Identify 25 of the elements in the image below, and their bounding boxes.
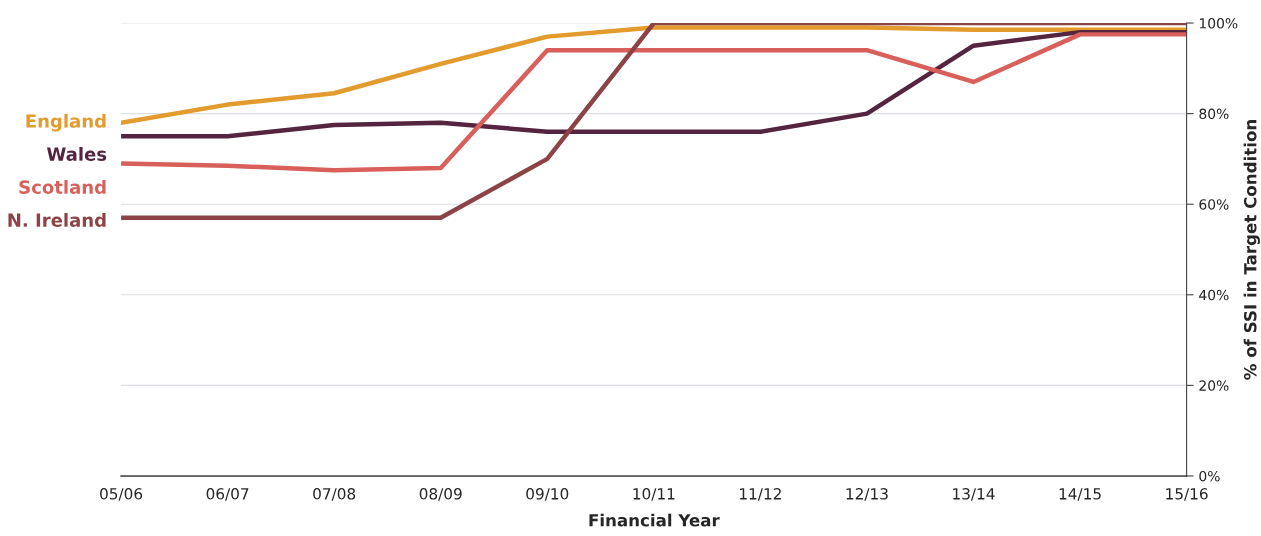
- series-label: Wales: [46, 146, 107, 161]
- y2-tick-label: 100%: [1199, 18, 1238, 29]
- line-series: [121, 32, 1187, 173]
- y2-tick-label: 80%: [1199, 108, 1229, 120]
- x-tick-label: 08/09: [419, 488, 462, 501]
- x-tick-label: 15/16: [1166, 488, 1208, 501]
- y2-tick-label: 0%: [1199, 470, 1220, 482]
- x-axis-title: Financial Year: [589, 513, 720, 527]
- x-tick-label: 12/13: [846, 488, 888, 501]
- y2-tick-label: 40%: [1199, 289, 1229, 301]
- line-series: [121, 25, 1187, 125]
- x-tick-label: 10/11: [633, 488, 675, 501]
- series-label: Scotland: [19, 179, 106, 194]
- series-label: England: [26, 113, 106, 132]
- x-tick-label: 05/06: [100, 488, 143, 501]
- x-tick-label: 06/07: [206, 488, 249, 501]
- y2-tick-label: 20%: [1199, 380, 1229, 391]
- x-tick-label: 11/12: [740, 488, 781, 501]
- x-tick-label: 14/15: [1059, 488, 1101, 501]
- series-label: N. Ireland: [8, 212, 106, 227]
- y2-axis-title: % of SSI in Target Condition: [1243, 120, 1260, 380]
- x-tick-label: 13/14: [953, 488, 995, 501]
- x-tick-label: 09/10: [526, 488, 569, 501]
- x-tick-label: 07/08: [313, 488, 356, 501]
- y2-tick-label: 60%: [1199, 199, 1229, 210]
